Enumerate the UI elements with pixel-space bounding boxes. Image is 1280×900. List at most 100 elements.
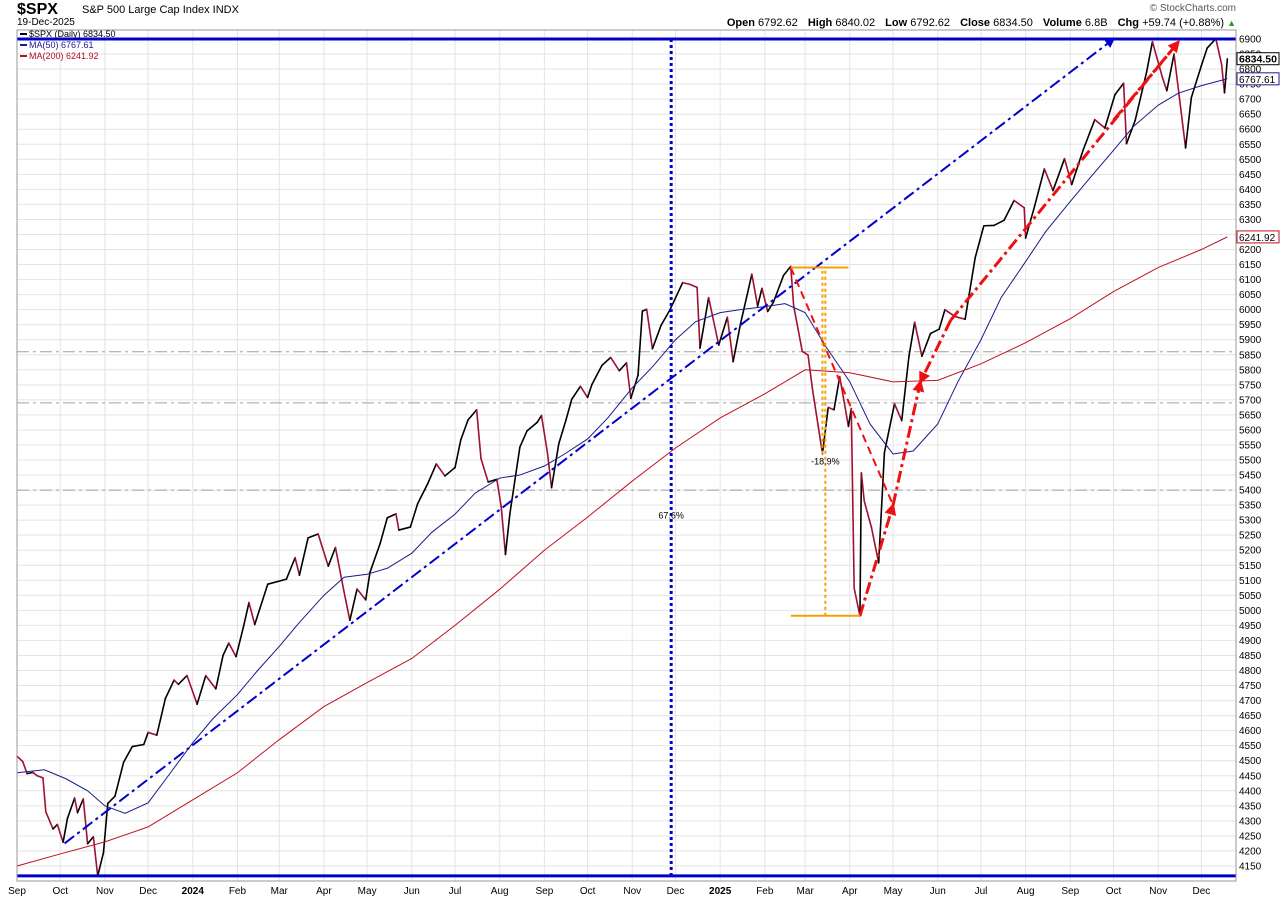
price-segment — [1184, 96, 1193, 149]
y-tick-label: 4600 — [1239, 726, 1262, 737]
price-segment — [114, 761, 125, 798]
plot-frame — [16, 29, 1237, 882]
x-tick-label: Oct — [1106, 886, 1122, 897]
price-segment — [1134, 70, 1148, 122]
price-segment — [147, 731, 158, 736]
price-segment — [327, 546, 337, 567]
price-segment — [1003, 199, 1015, 222]
price-segment — [398, 526, 412, 531]
y-tick-label: 6300 — [1239, 215, 1262, 226]
price-segment — [1070, 148, 1085, 186]
price-segment — [364, 571, 371, 601]
y-tick-label: 6050 — [1239, 290, 1262, 301]
price-segment — [82, 798, 89, 845]
price-segment — [1151, 40, 1164, 79]
price-segment — [1223, 58, 1229, 94]
x-tick-label: May — [358, 886, 377, 897]
last-value-tag — [1236, 52, 1280, 66]
y-tick-label: 6700 — [1239, 95, 1262, 106]
price-segment — [707, 296, 720, 346]
price-segment — [1114, 82, 1125, 96]
x-tick-label: Jul — [449, 886, 462, 897]
price-segment — [475, 408, 482, 460]
y-tick-label: 5350 — [1239, 501, 1262, 512]
price-segment — [1052, 157, 1066, 192]
x-tick-label: Dec — [139, 886, 157, 897]
y-tick-label: 5000 — [1239, 606, 1262, 617]
price-segment — [540, 414, 549, 453]
y-tick-label: 5850 — [1239, 350, 1262, 361]
price-segment — [487, 478, 498, 483]
series-lines — [16, 37, 1229, 877]
y-tick-label: 4750 — [1239, 681, 1262, 692]
x-tick-label: Oct — [52, 886, 68, 897]
price-segment — [285, 556, 296, 580]
y-tick-label: 5700 — [1239, 395, 1262, 406]
y-tick-label: 5150 — [1239, 561, 1262, 572]
x-tick-label: 2025 — [709, 886, 732, 897]
y-tick-label: 4500 — [1239, 756, 1262, 767]
y-tick-label: 4400 — [1239, 786, 1262, 797]
legend-entry: $SPX (Daily) 6834.50 — [29, 29, 116, 39]
price-segment — [565, 398, 573, 421]
price-segment — [645, 308, 654, 350]
trend-line — [789, 267, 894, 506]
price-segment — [307, 533, 319, 539]
open-value: 6792.62 — [758, 17, 798, 29]
price-segment — [52, 823, 59, 830]
price-segment — [1190, 64, 1203, 99]
price-segment — [954, 315, 966, 321]
y-tick-label: 4700 — [1239, 696, 1262, 707]
y-tick-label: 5050 — [1239, 591, 1262, 602]
price-segment — [248, 601, 256, 626]
price-segment — [266, 580, 279, 586]
price-segment — [177, 674, 188, 686]
price-segment — [726, 316, 734, 363]
price-segment — [921, 332, 932, 358]
price-segment — [215, 654, 224, 690]
price-segment — [277, 578, 288, 583]
trend-arrow — [919, 319, 953, 384]
y-tick-label: 5100 — [1239, 576, 1262, 587]
price-segment — [526, 421, 538, 432]
y-tick-label: 4550 — [1239, 741, 1262, 752]
price-segment — [761, 287, 769, 313]
x-tick-label: Aug — [491, 886, 509, 897]
x-tick-label: Sep — [535, 886, 553, 897]
y-tick-label: 5800 — [1239, 365, 1262, 376]
price-segment — [838, 375, 850, 428]
price-segment — [454, 439, 462, 469]
x-tick-label: Mar — [797, 886, 815, 897]
ma200-line — [16, 236, 1228, 867]
x-tick-label: Mar — [271, 886, 289, 897]
price-segment — [317, 533, 330, 567]
price-segment — [789, 265, 795, 307]
price-segment — [1161, 77, 1168, 92]
y-tick-label: 6400 — [1239, 185, 1262, 196]
low-value: 6792.62 — [910, 17, 950, 29]
price-segment — [155, 697, 167, 736]
price-segment — [222, 642, 230, 657]
x-tick-label: Feb — [756, 886, 774, 897]
high-value: 6840.02 — [835, 17, 876, 29]
last-value-tag — [1236, 72, 1280, 86]
price-segment — [379, 516, 389, 545]
y-tick-label: 6650 — [1239, 110, 1262, 121]
x-tick-label: Nov — [623, 886, 641, 897]
triangle-up-icon: ▲ — [1227, 18, 1236, 28]
price-segment — [253, 583, 269, 626]
legend-entry: MA(200) 6241.92 — [29, 51, 99, 61]
price-segment — [73, 797, 79, 814]
price-segment — [609, 356, 621, 372]
price-segment — [772, 274, 785, 303]
price-segment — [1093, 118, 1106, 129]
y-tick-label: 6500 — [1239, 155, 1262, 166]
y-tick-label: 4300 — [1239, 816, 1262, 827]
open-label: Open — [726, 17, 755, 29]
low-label: Low — [885, 17, 908, 29]
price-segment — [444, 466, 456, 477]
price-segment — [228, 642, 237, 658]
price-segment — [349, 588, 358, 622]
